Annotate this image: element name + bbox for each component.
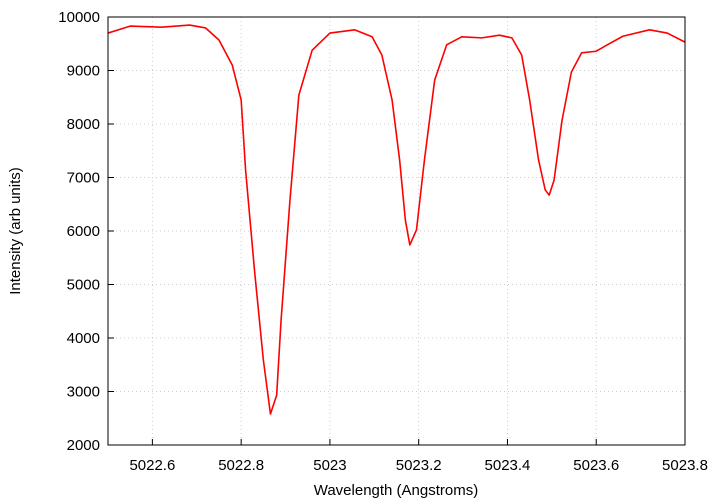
y-tick-label: 8000: [67, 116, 100, 133]
y-tick-label: 10000: [58, 9, 100, 26]
x-axis-label: Wavelength (Angstroms): [314, 482, 479, 499]
x-tick-label: 5022.6: [129, 457, 175, 474]
line-series: [107, 24, 686, 415]
y-tick-label: 7000: [67, 170, 100, 187]
x-tick-label: 5023.8: [662, 457, 708, 474]
x-tick-label: 5023.2: [396, 457, 442, 474]
y-tick-label: 5000: [67, 277, 100, 294]
y-tick-label: 4000: [67, 330, 100, 347]
x-tick-label: 5022.8: [218, 457, 264, 474]
y-tick-label: 6000: [67, 223, 100, 240]
x-tick-label: 5023: [313, 457, 346, 474]
y-axis-label: Intensity (arb units): [7, 167, 24, 295]
plot-frame: [107, 16, 686, 446]
y-tick-label: 2000: [67, 437, 100, 454]
y-tick-label: 3000: [67, 384, 100, 401]
y-tick-label: 9000: [67, 63, 100, 80]
x-tick-label: 5023.4: [485, 457, 531, 474]
x-tick-label: 5023.6: [573, 457, 619, 474]
